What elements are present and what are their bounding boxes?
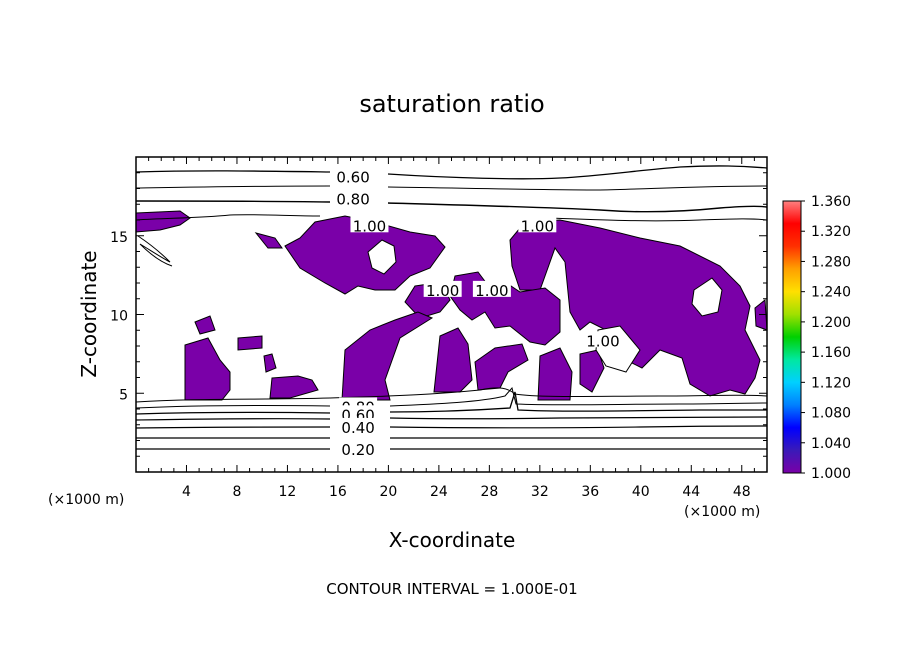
x-tick-label: 16 <box>329 484 347 500</box>
x-tick-label: 44 <box>682 484 700 500</box>
contour-lower-4 <box>135 416 768 421</box>
colorbar-gradient <box>782 200 802 474</box>
contour-interval-note: CONTOUR INTERVAL = 1.000E-01 <box>326 580 577 598</box>
contour-label: 1.00 <box>353 217 386 235</box>
colorbar-tick-label: 1.280 <box>811 254 851 270</box>
x-tick-label: 48 <box>733 484 751 500</box>
chart-title: saturation ratio <box>359 90 544 118</box>
y-tick-label: 15 <box>110 230 128 246</box>
contour-label: 0.60 <box>336 168 369 186</box>
x-unit-left: (×1000 m) <box>48 492 124 508</box>
region-small-2 <box>194 315 216 335</box>
contour-label-bg <box>339 439 378 456</box>
colorbar-tick-label: 1.360 <box>811 194 851 210</box>
x-tick-label: 28 <box>480 484 498 500</box>
contour-label-bg <box>334 189 373 206</box>
region-small-5 <box>579 349 605 393</box>
region-small-4 <box>263 353 277 373</box>
contour-label: 0.80 <box>336 191 369 209</box>
colorbar-tick-label: 1.000 <box>811 466 851 482</box>
contour-label-bg <box>339 417 378 434</box>
region-lower-column-4 <box>537 347 573 401</box>
contour-label-bg <box>423 280 462 297</box>
x-tick-label: 20 <box>379 484 397 500</box>
contour-label-bg <box>472 280 511 297</box>
contour-label: 0.20 <box>341 441 374 459</box>
region-central-large <box>284 215 446 295</box>
y-tick-label: 5 <box>119 387 128 403</box>
region-small-3 <box>237 335 263 351</box>
x-axis-title: X-coordinate <box>389 528 516 552</box>
contour-label-bg <box>350 216 389 233</box>
contour-labels: 0.600.801.001.001.001.001.000.800.600.40… <box>334 167 622 459</box>
colorbar-tick-label: 1.040 <box>811 436 851 452</box>
contour-lower-2 <box>135 386 768 409</box>
contour-label-bg <box>518 216 557 233</box>
y-tick-label: 10 <box>110 309 128 325</box>
contour-label: 1.00 <box>426 282 459 300</box>
region-small-1 <box>254 232 283 249</box>
contour-label: 1.00 <box>586 332 619 350</box>
x-tick-label: 4 <box>182 484 191 500</box>
x-tick-label: 8 <box>232 484 241 500</box>
contour-label: 1.00 <box>475 282 508 300</box>
contour-lower-5 <box>135 425 768 429</box>
contour-lines-upper <box>135 165 768 267</box>
contour-label: 0.40 <box>341 419 374 437</box>
contour-lower-3 <box>135 391 767 415</box>
hole-1 <box>367 239 397 275</box>
x-tick-label: 12 <box>279 484 297 500</box>
region-lower-column-2 <box>433 327 473 393</box>
plot-area: 0.600.801.001.001.001.001.000.800.600.40… <box>110 156 768 500</box>
contour-upper-2 <box>135 185 768 191</box>
x-tick-label: 24 <box>430 484 448 500</box>
contour-lower-1 <box>135 387 768 403</box>
contour-upper-3 <box>135 200 768 213</box>
y-axis-title: Z-coordinate <box>77 250 101 377</box>
contour-label-bg <box>583 331 622 348</box>
x-tick-label: 36 <box>581 484 599 500</box>
region-lower-mid-left <box>269 375 319 399</box>
contour-upper-1 <box>135 165 768 180</box>
colorbar-tick-label: 1.120 <box>811 375 851 391</box>
colorbar-tick-label: 1.200 <box>811 315 851 331</box>
contour-upper-4 <box>135 214 768 222</box>
contour-lines-lower <box>135 386 768 450</box>
colorbar: 1.360 1.320 1.280 1.240 1.200 1.160 1.120 1.080… <box>782 194 851 482</box>
colorbar-tick-label: 1.320 <box>811 224 851 240</box>
x-tick-label: 32 <box>531 484 549 500</box>
contour-label: 1.00 <box>521 217 554 235</box>
x-unit-right: (×1000 m) <box>684 504 760 520</box>
contour-left-swirl <box>137 235 173 267</box>
colorbar-tick-label: 1.240 <box>811 285 851 301</box>
hole-2 <box>691 277 723 317</box>
colorbar-tick-label: 1.160 <box>811 345 851 361</box>
contour-label-bg <box>339 405 378 422</box>
contour-label-bg <box>334 167 373 184</box>
x-tick-label: 40 <box>632 484 650 500</box>
colorbar-tick-label: 1.080 <box>811 406 851 422</box>
region-upper-right-large <box>509 219 761 397</box>
